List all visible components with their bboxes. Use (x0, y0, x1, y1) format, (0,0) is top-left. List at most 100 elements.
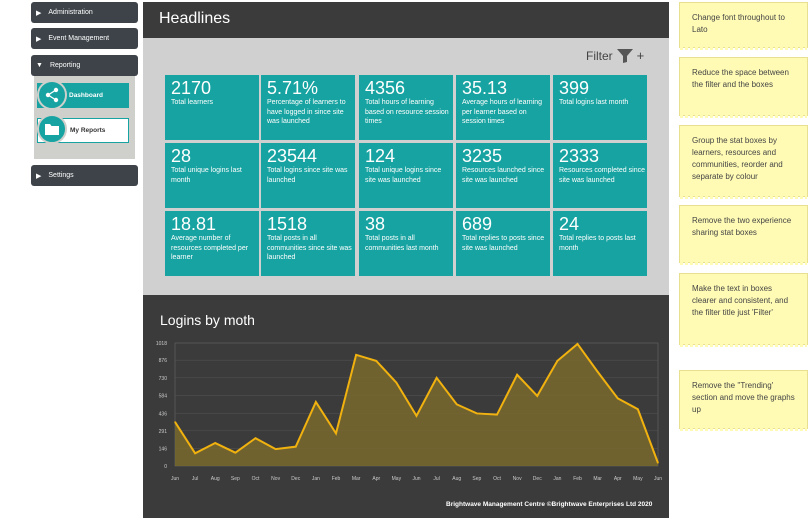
stat-box: 38 Total posts in all communities last mo… (359, 211, 453, 276)
sticky-note: Reduce the space between the filter and … (679, 57, 808, 118)
filter-label: Filter (586, 48, 613, 63)
nav-label: Settings (48, 172, 74, 179)
x-tick-label: Aug (452, 476, 461, 482)
nav-reporting[interactable]: ▼ Reporting (31, 55, 138, 76)
nav-settings[interactable]: ▶ Settings (31, 165, 138, 186)
data-point (194, 452, 196, 454)
x-tick-label: Aug (211, 476, 220, 482)
stat-box: 124 Total unique logins since site was la… (359, 143, 453, 208)
data-point (174, 421, 176, 423)
data-point (456, 403, 458, 405)
x-tick-label: Oct (252, 476, 260, 482)
stat-value: 1518 (267, 214, 308, 234)
stat-value: 689 (462, 214, 493, 234)
caret-right-icon: ▶ (36, 35, 42, 43)
x-tick-label: Sep (472, 476, 481, 482)
x-tick-label: Dec (533, 476, 542, 482)
copyright-footer: Brightwave Management Centre ©Brightwave… (446, 501, 653, 508)
note-text: Reduce the space between the filter and … (692, 68, 789, 89)
y-tick-label: 291 (159, 429, 168, 435)
stat-box: 35.13 Average hours of learning per learn… (456, 75, 550, 140)
y-tick-label: 730 (159, 376, 168, 382)
stat-label: Total logins last month (559, 99, 629, 106)
folder-icon (37, 114, 67, 144)
stat-value: 2170 (171, 78, 212, 98)
area-fill (175, 343, 658, 466)
stat-box: 28 Total unique logins last month (165, 143, 259, 208)
x-tick-label: Jul (433, 476, 439, 482)
stat-label: Average number of resources completed pe… (171, 235, 249, 261)
stat-label: Total replies to posts since site was la… (462, 235, 545, 252)
stat-value: 4356 (365, 78, 406, 98)
sticky-note: Remove the two experience sharing stat b… (679, 205, 808, 265)
sticky-note: Change font throughout to Lato (679, 2, 808, 50)
stat-label: Total posts in all communities last mont… (365, 235, 439, 252)
stat-box: 23544 Total logins since site was launche… (261, 143, 355, 208)
data-point (375, 360, 377, 362)
stat-label: Percentage of learners to have logged in… (267, 99, 346, 125)
stat-label: Average hours of learning per learner ba… (462, 99, 543, 125)
x-tick-label: Oct (493, 476, 501, 482)
x-tick-label: May (633, 476, 643, 482)
stat-box: 3235 Resources launched since site was la… (456, 143, 550, 208)
stat-box: 24 Total replies to posts last month (553, 211, 647, 276)
stat-box: 4356 Total hours of learning based on res… (359, 75, 453, 140)
nav-event-management[interactable]: ▶ Event Management (31, 28, 138, 49)
note-text: Make the text in boxes clearer and consi… (692, 284, 789, 317)
stat-value: 3235 (462, 146, 503, 166)
stat-label: Total unique logins since site was launc… (365, 167, 442, 184)
data-point (234, 452, 236, 454)
filter-control[interactable]: Filter + (586, 48, 644, 63)
stat-value: 399 (559, 78, 590, 98)
stat-value: 23544 (267, 146, 318, 166)
x-tick-label: Jul (192, 476, 198, 482)
data-point (214, 442, 216, 444)
x-tick-label: Apr (372, 476, 380, 482)
note-text: Group the stat boxes by learners, resour… (692, 136, 783, 181)
chart-title: Logins by moth (160, 312, 255, 328)
stat-value: 5.71% (267, 78, 319, 98)
x-tick-label: Jan (312, 476, 320, 482)
data-point (415, 415, 418, 417)
stat-box: 5.71% Percentage of learners to have logg… (261, 75, 355, 140)
stat-label: Resources completed since site was launc… (559, 167, 645, 184)
nav-label: Reporting (49, 62, 81, 69)
data-point (315, 401, 317, 403)
stat-value: 18.81 (171, 214, 217, 234)
funnel-icon[interactable] (616, 48, 633, 63)
headlines-header: Headlines (143, 2, 669, 38)
stat-value: 28 (171, 146, 192, 166)
data-point (516, 374, 518, 376)
caret-right-icon: ▶ (36, 9, 42, 17)
x-tick-label: Apr (614, 476, 622, 482)
data-point (576, 343, 579, 345)
data-point (617, 397, 619, 399)
stat-value: 2333 (559, 146, 600, 166)
caret-down-icon: ▼ (36, 62, 43, 69)
subnav-label: Dashboard (69, 92, 103, 99)
nav-administration[interactable]: ▶ Administration (31, 2, 138, 23)
stat-label: Total hours of learning based on resourc… (365, 99, 449, 125)
add-filter-icon[interactable]: + (636, 48, 645, 63)
stat-box: 689 Total replies to posts since site was… (456, 211, 550, 276)
stat-box: 1518 Total posts in all communities since… (261, 211, 355, 276)
x-tick-label: Nov (513, 476, 522, 482)
stat-value: 124 (365, 146, 396, 166)
x-tick-label: Nov (271, 476, 280, 482)
x-tick-label: Dec (291, 476, 300, 482)
stat-value: 35.13 (462, 78, 508, 98)
stat-box: 2170 Total learners (165, 75, 259, 140)
x-tick-label: Feb (573, 476, 582, 482)
x-tick-label: Jun (412, 476, 420, 482)
data-point (597, 371, 599, 373)
data-point (275, 448, 277, 450)
y-tick-label: 146 (159, 446, 168, 452)
data-point (436, 377, 438, 379)
sticky-note: Make the text in boxes clearer and consi… (679, 273, 808, 347)
stat-label: Resources launched since site was launch… (462, 167, 545, 184)
data-point (254, 437, 257, 439)
stat-box: 2333 Resources completed since site was l… (553, 143, 647, 208)
x-tick-label: Feb (332, 476, 341, 482)
share-icon (37, 80, 67, 110)
data-point (637, 408, 639, 410)
